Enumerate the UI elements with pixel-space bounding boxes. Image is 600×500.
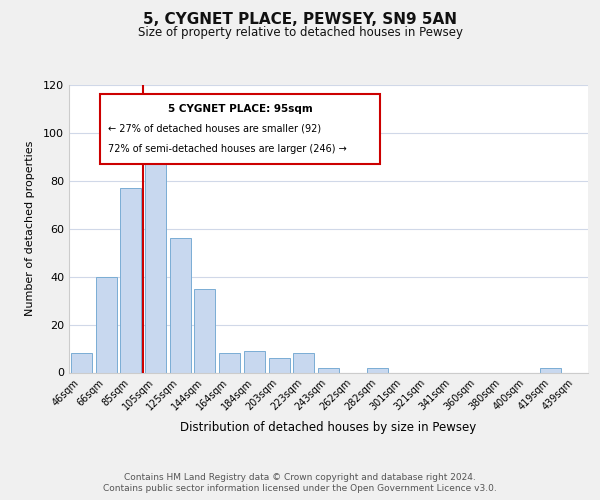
Text: 5, CYGNET PLACE, PEWSEY, SN9 5AN: 5, CYGNET PLACE, PEWSEY, SN9 5AN [143, 12, 457, 28]
Bar [170, 238, 191, 372]
Bar [194, 288, 215, 372]
Text: Contains public sector information licensed under the Open Government Licence v3: Contains public sector information licen… [103, 484, 497, 493]
Bar [219, 354, 240, 372]
Text: 5 CYGNET PLACE: 95sqm: 5 CYGNET PLACE: 95sqm [168, 104, 313, 114]
Text: ← 27% of detached houses are smaller (92): ← 27% of detached houses are smaller (92… [108, 124, 321, 134]
Text: 72% of semi-detached houses are larger (246) →: 72% of semi-detached houses are larger (… [108, 144, 347, 154]
Bar [367, 368, 388, 372]
Bar [244, 351, 265, 372]
Bar [293, 354, 314, 372]
Text: Contains HM Land Registry data © Crown copyright and database right 2024.: Contains HM Land Registry data © Crown c… [124, 472, 476, 482]
Bar [269, 358, 290, 372]
Bar [318, 368, 339, 372]
Bar [120, 188, 141, 372]
Text: Size of property relative to detached houses in Pewsey: Size of property relative to detached ho… [137, 26, 463, 39]
X-axis label: Distribution of detached houses by size in Pewsey: Distribution of detached houses by size … [181, 420, 476, 434]
Bar [541, 368, 562, 372]
Bar [145, 157, 166, 372]
Bar [71, 354, 92, 372]
Bar [95, 276, 116, 372]
FancyBboxPatch shape [100, 94, 380, 164]
Y-axis label: Number of detached properties: Number of detached properties [25, 141, 35, 316]
